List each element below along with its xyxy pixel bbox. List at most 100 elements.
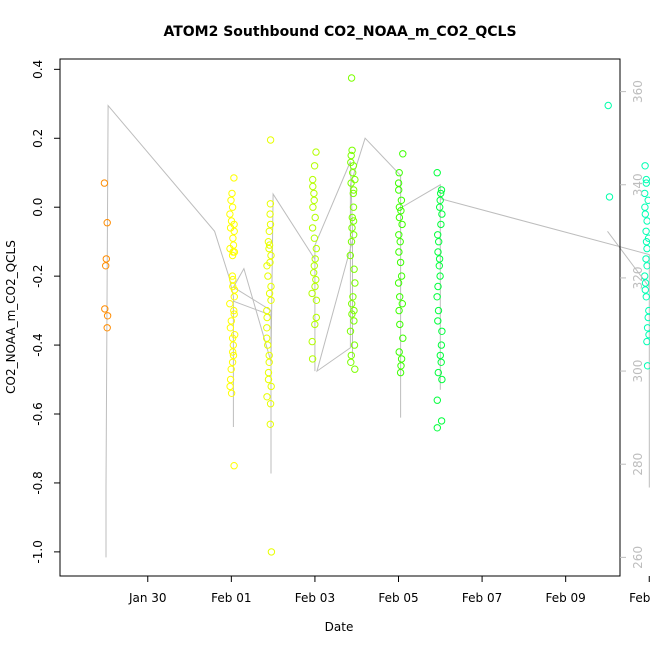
- data-point: [349, 162, 358, 170]
- data-point: [641, 286, 649, 294]
- data-point: [266, 200, 275, 208]
- data-point: [437, 358, 445, 366]
- data-point: [309, 175, 317, 184]
- data-point: [310, 196, 318, 205]
- data-point: [227, 317, 236, 325]
- data-point: [263, 393, 271, 401]
- data-point: [264, 375, 273, 384]
- data-point: [229, 275, 237, 284]
- plot-frame: [59, 58, 621, 577]
- data-point: [641, 272, 649, 280]
- data-point: [103, 219, 111, 227]
- data-point: [311, 320, 319, 329]
- y-tick-label: 0.2: [31, 129, 45, 148]
- data-point: [265, 241, 274, 249]
- data-point: [350, 341, 359, 349]
- altitude-trace-layer: [105, 104, 650, 558]
- data-point: [308, 355, 317, 363]
- data-point: [434, 306, 443, 315]
- data-point: [347, 179, 355, 187]
- data-point: [397, 207, 405, 215]
- data-point: [397, 272, 406, 280]
- data-point: [265, 244, 273, 253]
- x-axis: Jan 30 Feb 01 Feb 03 Feb 05 Feb 07 Feb 09 Feb …: [128, 576, 650, 605]
- data-point: [312, 148, 320, 156]
- data-point: [395, 203, 404, 211]
- data-point: [349, 293, 357, 301]
- data-point: [349, 189, 357, 198]
- data-point: [396, 258, 405, 267]
- y-axis-label: CO2_NOAA_m_CO2_QCLS: [4, 240, 18, 394]
- data-point: [309, 203, 317, 211]
- data-points-layer: [100, 74, 650, 556]
- data-point: [645, 306, 650, 315]
- data-point: [394, 279, 403, 287]
- data-point: [229, 282, 237, 291]
- data-point: [312, 313, 320, 322]
- y-tick-label: -0.8: [31, 471, 45, 494]
- data-point: [263, 313, 271, 322]
- series-group: [100, 179, 112, 332]
- data-point: [351, 279, 359, 287]
- y-axis: -1.0 -0.8 -0.6 -0.4 -0.2 0.0 0.2 0.4: [31, 60, 60, 564]
- y-tick-label: 0.4: [31, 60, 45, 79]
- x-axis-label: Date: [325, 620, 354, 634]
- data-point: [226, 382, 234, 391]
- data-point: [437, 189, 445, 198]
- data-point: [433, 424, 441, 432]
- data-point: [641, 279, 650, 287]
- data-point: [265, 227, 273, 236]
- data-point: [265, 351, 273, 360]
- data-point: [641, 203, 649, 211]
- data-point: [398, 300, 406, 308]
- x-tick-label: Feb 05: [378, 591, 418, 605]
- data-point: [347, 351, 355, 360]
- data-point: [263, 334, 271, 342]
- data-point: [263, 306, 271, 315]
- data-point: [310, 269, 318, 277]
- data-point: [438, 327, 446, 335]
- data-point: [398, 220, 406, 229]
- data-point: [263, 262, 271, 270]
- data-point: [395, 231, 403, 239]
- data-point: [433, 293, 441, 301]
- data-point: [395, 306, 403, 315]
- data-point: [348, 146, 356, 155]
- data-point: [434, 231, 442, 239]
- data-point: [436, 196, 444, 205]
- data-point: [437, 417, 446, 425]
- data-point: [229, 241, 238, 249]
- data-point: [348, 310, 356, 318]
- data-point: [395, 186, 403, 194]
- data-point: [435, 238, 443, 246]
- data-point: [264, 368, 273, 377]
- data-point: [228, 189, 236, 198]
- data-point: [267, 548, 276, 556]
- data-point: [308, 289, 316, 298]
- data-point: [226, 375, 235, 384]
- data-point: [226, 300, 234, 308]
- y-tick-label: -0.6: [31, 402, 45, 425]
- data-point: [230, 310, 238, 318]
- series-group: [346, 74, 359, 373]
- data-point: [228, 358, 237, 366]
- data-point: [399, 150, 407, 158]
- data-point: [438, 375, 446, 384]
- chart-title: ATOM2 Southbound CO2_NOAA_m_CO2_QCLS: [163, 24, 516, 40]
- data-point: [641, 210, 649, 218]
- data-point: [642, 293, 650, 301]
- data-point: [394, 179, 403, 187]
- data-point: [434, 248, 442, 256]
- data-point: [350, 231, 358, 239]
- y2-tick-label: 260: [631, 546, 645, 569]
- data-point: [349, 169, 357, 177]
- data-point: [643, 217, 650, 225]
- data-point: [347, 358, 355, 366]
- data-point: [346, 327, 355, 335]
- data-point: [435, 262, 443, 270]
- data-point: [643, 244, 650, 253]
- data-point: [348, 213, 356, 222]
- data-point: [645, 331, 650, 339]
- x-tick-label: Jan 30: [128, 591, 167, 605]
